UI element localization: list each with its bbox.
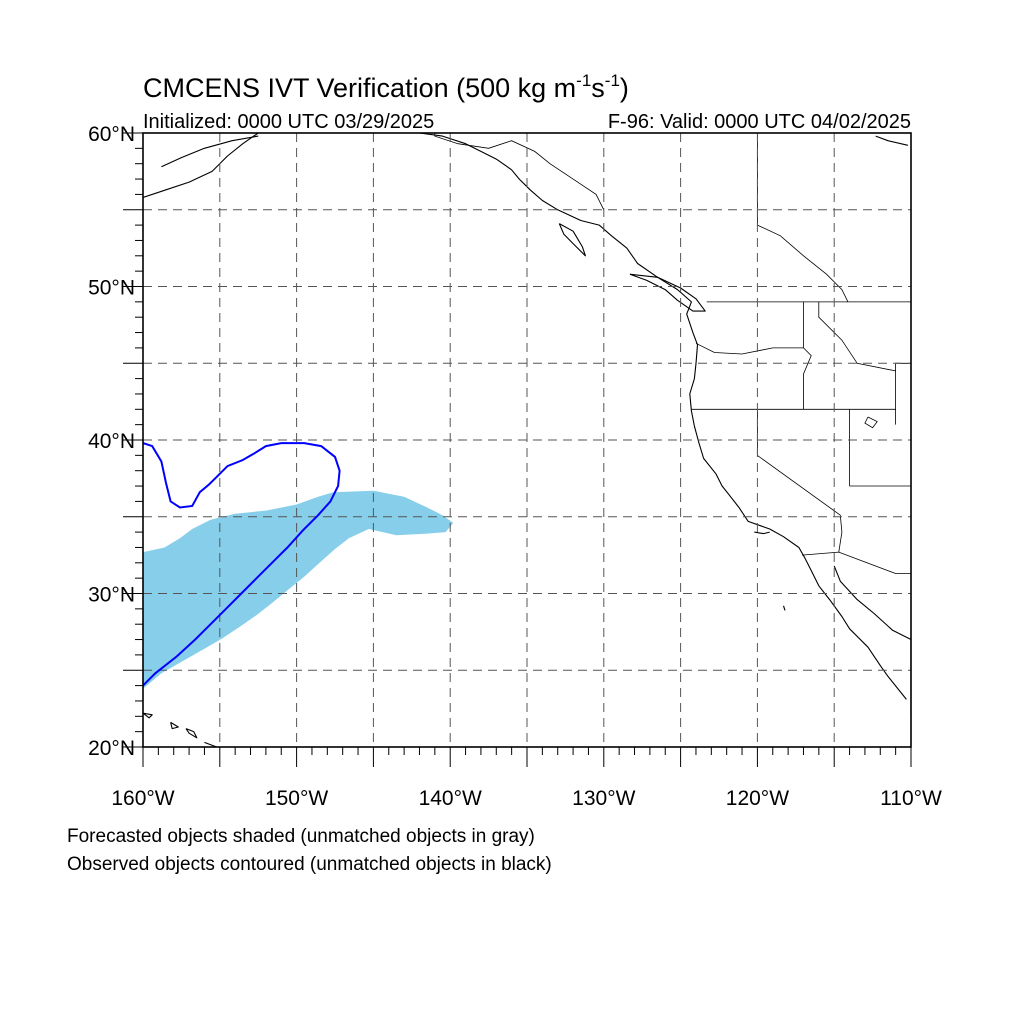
hawaii-island-2 — [170, 721, 179, 730]
observed-objects-layer — [143, 442, 341, 687]
lon-tick-label: 110°W — [880, 787, 942, 810]
channel-islands — [754, 531, 770, 535]
lat-tick-label: 40°N — [88, 430, 135, 453]
lon-tick-label: 160°W — [111, 787, 174, 810]
lon-tick-label: 150°W — [265, 787, 328, 810]
footer-observed-note: Observed objects contoured (unmatched ob… — [67, 854, 552, 875]
hudson-river-canada — [875, 135, 909, 146]
valid-time: F-96: Valid: 0000 UTC 04/02/2025 — [608, 111, 911, 133]
grid-lines-layer — [143, 133, 911, 747]
washington-oregon — [695, 342, 804, 355]
lon-tick-label: 120°W — [726, 787, 789, 810]
hawaii-island-1 — [143, 712, 153, 719]
guadalupe-island — [782, 605, 786, 611]
observed-ivt-contour — [143, 442, 341, 687]
forecast-ivt-object — [143, 490, 454, 689]
idaho-montana — [818, 301, 896, 372]
initialized-time: Initialized: 0000 UTC 03/29/2025 — [143, 111, 434, 133]
hawaii-island-4 — [204, 741, 220, 747]
lat-tick-label: 20°N — [88, 737, 135, 760]
latitude-tick-labels: 60°N 50°N 40°N 30°N 20°N — [88, 123, 135, 760]
gulf-of-california-east — [833, 565, 911, 717]
hawaii-island-3 — [185, 728, 198, 739]
arizona-california — [838, 515, 843, 553]
lat-tick-label: 50°N — [88, 277, 135, 300]
kodiak-alaska-peninsula — [161, 135, 259, 168]
great-salt-lake — [864, 416, 878, 429]
haida-gwaii — [558, 223, 586, 257]
map-plot-area — [143, 133, 911, 747]
oregon-idaho — [803, 347, 812, 410]
figure-title: CMCENS IVT Verification (500 kg m-1s-1) — [143, 71, 629, 103]
lat-tick-label: 60°N — [88, 123, 135, 146]
longitude-tick-labels: 160°W 150°W 140°W 130°W 120°W 110°W — [111, 787, 942, 810]
lon-tick-label: 130°W — [572, 787, 635, 810]
alaska-canada-border — [434, 133, 605, 210]
vancouver-island — [629, 273, 706, 312]
footer-forecast-note: Forecasted objects shaded (unmatched obj… — [67, 826, 535, 847]
lon-tick-label: 140°W — [419, 787, 482, 810]
axis-ticks-layer — [123, 132, 912, 767]
lat-tick-label: 30°N — [88, 584, 135, 607]
us-mexico-border — [801, 551, 911, 574]
forecast-objects-layer — [143, 490, 454, 689]
